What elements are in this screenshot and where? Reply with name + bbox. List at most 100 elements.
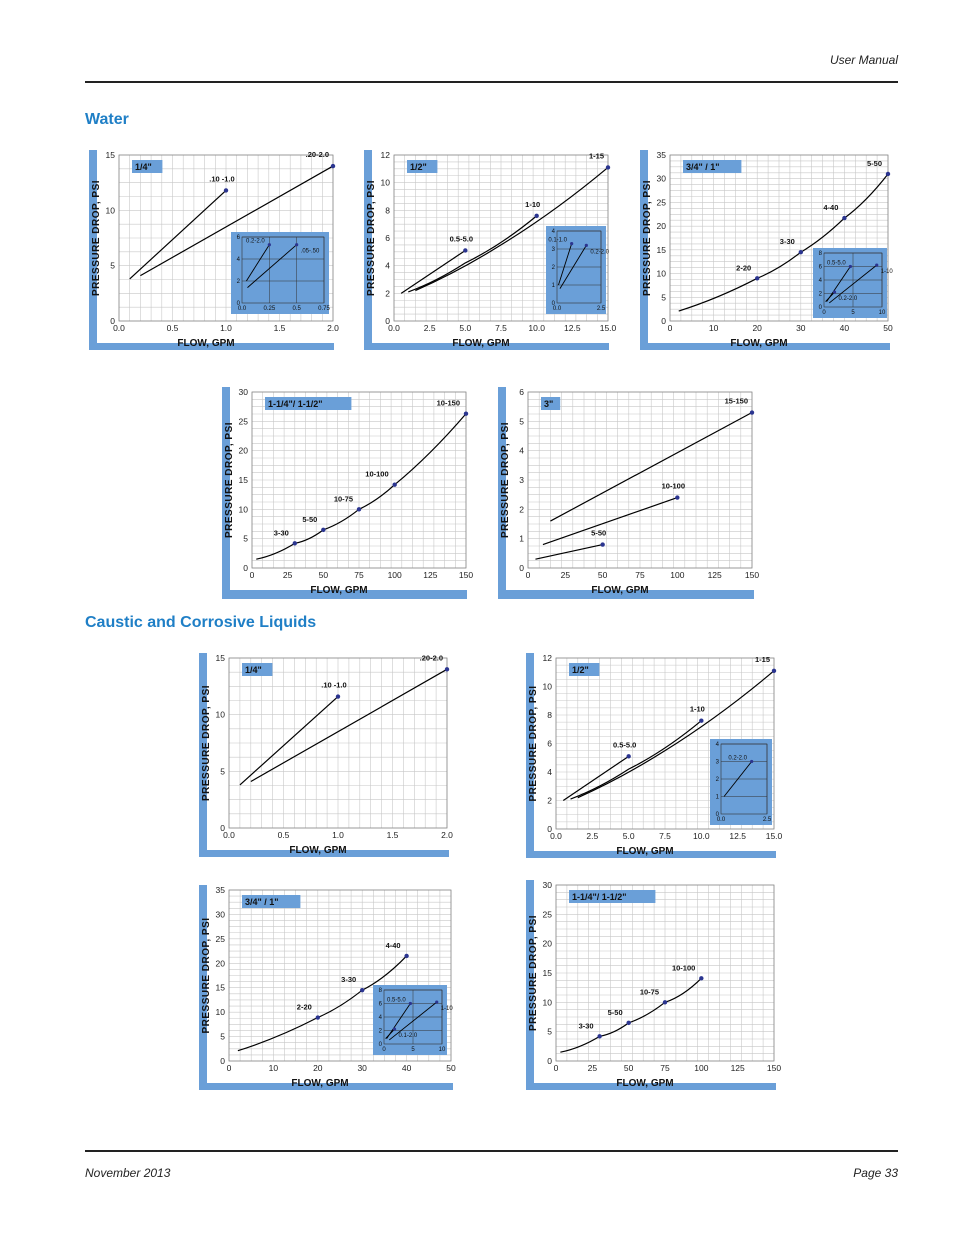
x-tick-label: 20 (752, 323, 762, 333)
inset-series-marker (295, 243, 299, 247)
x-axis-label: FLOW, GPM (291, 1078, 348, 1089)
x-tick-label: 10.0 (528, 323, 545, 333)
size-tag-box (242, 663, 273, 676)
inset-frame (813, 248, 887, 318)
series-line (237, 955, 408, 1052)
inset-y-tick-label: 3 (716, 760, 720, 766)
inset-series-marker (750, 759, 754, 764)
y-tick-label: 3 (519, 475, 524, 485)
chart-svg: 0 25 50 75 100 125 150 0 1 2 3 4 5 6 FLOW, GPM PRESSURE… (498, 387, 759, 599)
series-line (577, 670, 775, 799)
x-tick-label: 125 (731, 1063, 745, 1073)
series-line (250, 668, 448, 783)
inset-series-label: 0.1-2.0 (399, 1033, 418, 1039)
y-tick-label: 15 (657, 245, 667, 255)
data-point-label: 3-30 (579, 1021, 594, 1030)
y-tick-label: 0 (243, 563, 248, 573)
x-tick-label: 0 (554, 1063, 559, 1073)
header-rule (85, 81, 898, 83)
x-tick-label: 75 (660, 1063, 670, 1073)
x-tick-label: 50 (319, 570, 329, 580)
chart-grid (527, 391, 753, 569)
inset-series-marker (408, 1001, 412, 1006)
chart-water-one-and-quarter-inch: 0 25 50 75 100 125 150 0 5 10 15 20 25 30 FLOW, GPM PRE… (222, 387, 473, 599)
series-end-marker (534, 213, 539, 219)
y-tick-label: 0 (519, 563, 524, 573)
series-end-label: .10 -1.0 (209, 174, 234, 183)
plot-area-border (555, 884, 775, 1062)
y-tick-label: 25 (657, 197, 667, 207)
inset-series-marker (570, 242, 574, 246)
y-tick-label: 6 (385, 233, 390, 243)
series-line (550, 412, 753, 522)
x-tick-label: 25 (283, 570, 293, 580)
inset-x-tick-label: 10 (439, 1047, 446, 1053)
x-tick-label: 12.5 (729, 831, 746, 841)
data-point-label: 10-150 (437, 399, 460, 408)
inset-series-label: 0.5-5.0 (387, 998, 406, 1004)
x-tick-label: 50 (883, 323, 893, 333)
y-tick-label: 6 (547, 739, 552, 749)
inset-series-line (247, 244, 297, 288)
y-tick-label: 10 (106, 205, 116, 215)
inset-y-tick-label: 4 (552, 229, 556, 235)
data-point-marker (885, 171, 891, 177)
inset-series-label: 0.2-2.0 (728, 756, 747, 762)
x-tick-label: 1.5 (274, 323, 286, 333)
size-tag-label: 3" (544, 399, 553, 409)
series-line (239, 696, 339, 786)
inset-x-tick-label: 0.25 (263, 306, 275, 312)
section-title-water: Water (85, 111, 129, 128)
x-tick-label: 0 (250, 570, 255, 580)
inset-chart: 0 5 10 0 2 4 6 8 0.5-5.0 1-10 0.2-2.0 (813, 248, 893, 318)
data-point-marker (842, 215, 847, 221)
inset-series-label: 0.2-2.0 (590, 249, 609, 255)
x-tick-label: 2.0 (327, 323, 339, 333)
series-end-label: 0.5-5.0 (613, 740, 636, 749)
data-point-label: 3-30 (780, 237, 795, 246)
x-tick-label: 0 (227, 1063, 232, 1073)
inset-y-tick-label: 0 (237, 301, 241, 307)
y-tick-label: 12 (543, 653, 553, 663)
size-tag-box (407, 160, 438, 173)
inset-series-marker (848, 264, 852, 269)
x-tick-label: 40 (840, 323, 850, 333)
data-point-marker (392, 482, 397, 487)
x-axis-label: FLOW, GPM (616, 1078, 673, 1089)
inset-series-label: 1-10 (441, 1006, 454, 1012)
x-tick-label: 5.0 (623, 831, 635, 841)
x-tick-label: 2.5 (586, 831, 598, 841)
chart-grid (251, 391, 467, 569)
x-tick-label: 30 (796, 323, 806, 333)
x-tick-label: 100 (388, 570, 402, 580)
x-tick-label: 5.0 (459, 323, 471, 333)
series-end-label: 10-100 (662, 482, 685, 491)
plot-area-border (118, 154, 334, 322)
inset-y-tick-label: 0 (819, 305, 823, 311)
series-end-label: .10 -1.0 (321, 681, 346, 690)
y-tick-label: 4 (385, 261, 390, 271)
inset-series-label: 0.2-2.0 (839, 296, 858, 302)
inset-series-label: 1-10 (881, 269, 894, 275)
inset-y-tick-label: 0 (552, 301, 556, 307)
y-tick-label: 6 (519, 387, 524, 397)
chart-svg: 0.0 0.5 1.0 1.5 2.0 0 5 10 15 FLOW, GPM PRESSURE D… (89, 150, 339, 350)
y-tick-label: 10 (657, 269, 667, 279)
y-tick-label: 8 (385, 205, 390, 215)
y-tick-label: 10 (239, 504, 249, 514)
y-tick-label: 2 (547, 796, 552, 806)
inset-series-line (388, 1001, 438, 1041)
plot-area-border (393, 154, 609, 322)
inset-series-marker (392, 1027, 397, 1031)
x-tick-label: 1.0 (332, 830, 344, 840)
series-line (562, 755, 630, 801)
y-tick-label: 10 (543, 997, 553, 1007)
y-tick-label: 15 (216, 983, 226, 993)
size-tag-label: 3/4" / 1" (245, 897, 279, 907)
inset-frame (373, 985, 447, 1055)
x-tick-label: 7.5 (659, 831, 671, 841)
inset-y-tick-label: 4 (716, 742, 720, 748)
size-tag-label: 1/4" (135, 162, 152, 172)
